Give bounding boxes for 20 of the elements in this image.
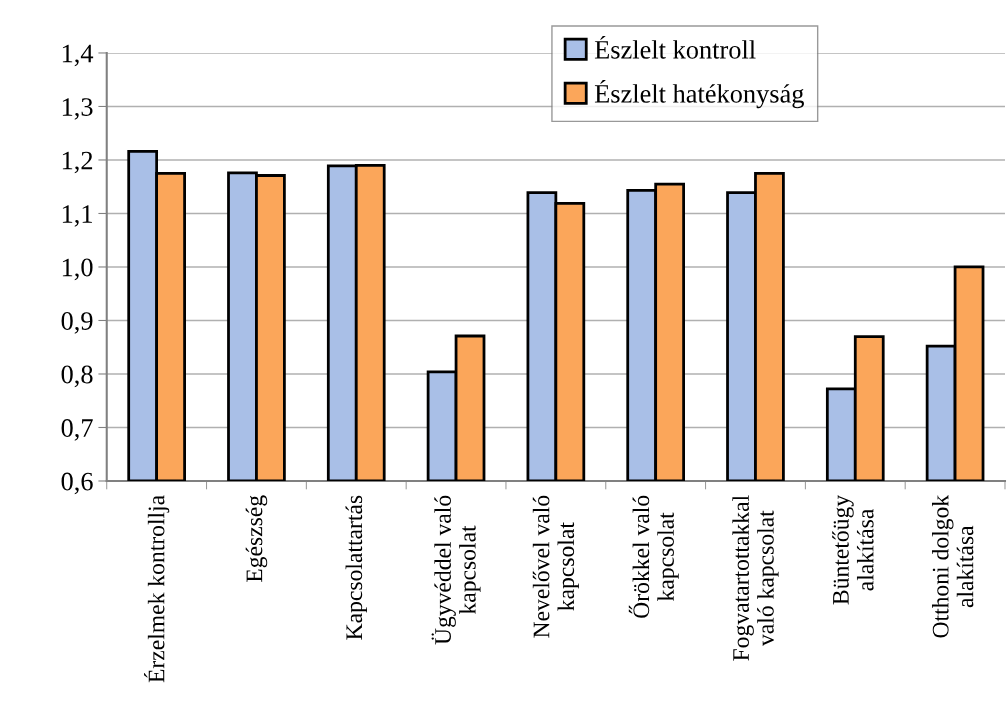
y-tick-label: 1,0	[62, 258, 93, 281]
x-tick-label: Büntetőügy alakítása	[832, 494, 874, 605]
legend-label: Észlelt kontroll	[594, 35, 756, 59]
y-tick-label: 1,3	[62, 98, 93, 120]
x-tick-label: Fogvatartottakkal való kapcsolat	[732, 495, 779, 661]
x-tick-label: Ügyvéddel való kapcsolat	[431, 495, 481, 645]
y-tick-label: 0,6	[61, 472, 93, 495]
x-tick-label: Otthoni dolgok alakítása	[932, 494, 974, 638]
y-tick-label: 0,8	[61, 365, 93, 388]
x-tick-label: Őrökkel való kapcsolat	[628, 495, 679, 618]
x-tick-label: Kapcsolattartás	[345, 495, 367, 640]
y-tick-label: 1,2	[62, 151, 93, 174]
y-tick-label: 1,4	[62, 44, 94, 67]
legend-label: Észlelt hatékonyság	[594, 79, 804, 109]
x-tick-label: Nevelővel való kapcsolat	[532, 495, 579, 638]
x-tick-label: Érzelmek kontrollja	[144, 495, 170, 683]
y-tick-label: 0,7	[61, 419, 93, 441]
y-tick-label: 1,1	[62, 205, 92, 227]
x-tick-label: Egészség	[245, 495, 268, 583]
y-tick-label: 0,9	[61, 312, 93, 334]
